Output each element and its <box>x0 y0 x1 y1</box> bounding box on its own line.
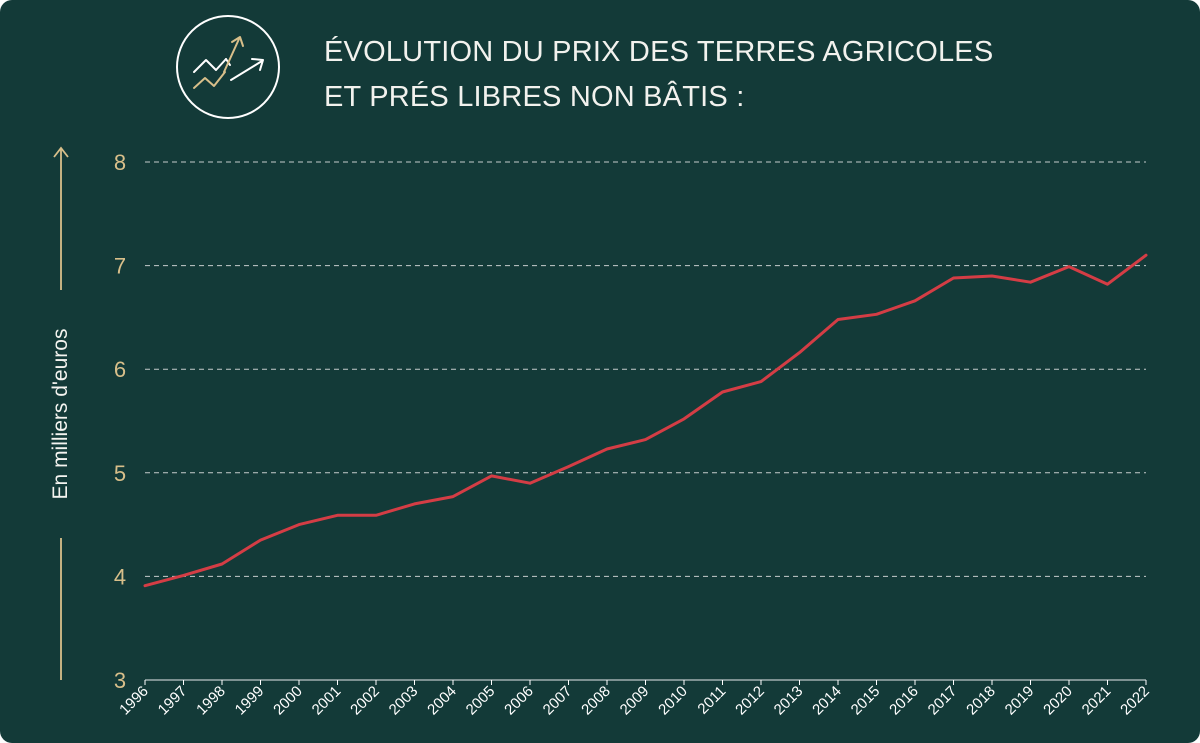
x-tick-label-2010: 2010 <box>655 683 691 719</box>
x-tick-label-2018: 2018 <box>963 683 999 719</box>
x-tick-label-2000: 2000 <box>270 683 306 719</box>
x-tick-label-2007: 2007 <box>540 683 576 719</box>
x-tick-label-2008: 2008 <box>578 683 614 719</box>
y-tick-label-4: 4 <box>114 564 126 589</box>
y-tick-label-8: 8 <box>114 150 126 175</box>
x-tick-label-2012: 2012 <box>732 683 768 719</box>
x-tick-label-2021: 2021 <box>1079 683 1115 719</box>
x-tick-label-2019: 2019 <box>1002 683 1038 719</box>
x-tick-label-2017: 2017 <box>925 683 961 719</box>
x-tick-label-2001: 2001 <box>309 683 345 719</box>
x-tick-label-2020: 2020 <box>1040 683 1076 719</box>
trending-up-icon <box>176 15 280 119</box>
x-tick-label-2006: 2006 <box>501 683 537 719</box>
chart-title-line2: ET PRÉS LIBRES NON BÂTIS : <box>324 81 745 113</box>
y-tick-label-3: 3 <box>114 668 126 693</box>
y-axis-label: En milliers d'euros <box>49 328 72 500</box>
y-tick-label-6: 6 <box>114 357 126 382</box>
x-tick-label-2022: 2022 <box>1117 683 1153 719</box>
x-tick-label-2011: 2011 <box>694 683 729 718</box>
series-line-0 <box>143 253 1148 588</box>
x-tick-label-2003: 2003 <box>386 683 422 719</box>
x-tick-label-2016: 2016 <box>886 683 922 719</box>
x-tick-label-2009: 2009 <box>617 683 653 719</box>
x-tick-label-1997: 1997 <box>155 683 191 719</box>
x-tick-label-2013: 2013 <box>771 683 807 719</box>
x-tick-label-2014: 2014 <box>809 683 845 719</box>
x-tick-label-2004: 2004 <box>424 683 460 719</box>
chart-title: ÉVOLUTION DU PRIX DES TERRES AGRICOLES E… <box>324 30 993 120</box>
x-tick-label-2002: 2002 <box>347 683 383 719</box>
x-tick-label-1998: 1998 <box>193 683 229 719</box>
y-axis-arrowhead <box>53 146 69 158</box>
x-tick-label-1999: 1999 <box>232 683 268 719</box>
y-tick-label-7: 7 <box>114 254 126 279</box>
x-tick-label-2005: 2005 <box>463 683 499 719</box>
y-tick-label-5: 5 <box>114 461 126 486</box>
x-tick-label-2015: 2015 <box>848 683 884 719</box>
chart-title-line1: ÉVOLUTION DU PRIX DES TERRES AGRICOLES <box>324 36 994 68</box>
